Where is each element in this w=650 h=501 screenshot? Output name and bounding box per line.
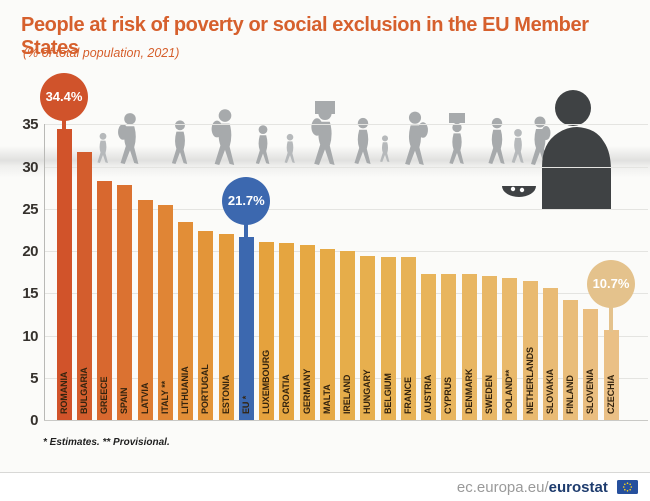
bar-austria xyxy=(421,273,437,420)
bar-label-ireland: IRELAND xyxy=(342,374,353,414)
bar-croatia xyxy=(279,243,295,420)
callout-stem-eu xyxy=(244,222,249,239)
bowl-icon xyxy=(502,186,536,197)
bar-slovakia xyxy=(542,288,558,420)
bar-label-spain: SPAIN xyxy=(119,387,130,414)
callout-value-czechia: 10.7% xyxy=(587,259,635,308)
bar-portugal xyxy=(198,230,214,420)
bar-label-sweden: SWEDEN xyxy=(484,375,494,414)
bar-estonia xyxy=(218,234,234,420)
bar-label-belgium: BELGIUM xyxy=(382,373,393,414)
bar-label-finland: FINLAND xyxy=(565,375,575,414)
page-title: People at risk of poverty or social excl… xyxy=(21,14,589,59)
gridline-0 xyxy=(44,420,648,421)
bar-denmark xyxy=(461,273,477,420)
y-axis-tick-5: 5 xyxy=(30,369,38,387)
bar-spain xyxy=(117,185,133,420)
bar-label-france: FRANCE xyxy=(402,377,413,414)
y-axis-tick-10: 10 xyxy=(22,327,38,345)
bar-label-bulgaria: BULGARIA xyxy=(78,367,89,414)
bar-poland xyxy=(502,278,518,420)
bar-belgium xyxy=(380,256,396,420)
eu-flag-icon xyxy=(617,480,638,494)
bar-label-romania: ROMANIA xyxy=(58,371,69,414)
footer-url: ec.europa.eu/eurostat xyxy=(457,479,638,496)
footer-url-prefix: ec.europa.eu/ xyxy=(456,479,549,496)
bar-label-poland: POLAND** xyxy=(504,369,515,414)
bar-label-slovenia: SLOVENIA xyxy=(585,368,596,414)
footer-url-brand: eurostat xyxy=(548,479,608,496)
bar-label-netherlands: NETHERLANDS xyxy=(524,347,535,414)
y-axis-tick-15: 15 xyxy=(22,285,38,303)
bar-label-italy: ITALY ** xyxy=(159,380,170,414)
gridline-25 xyxy=(44,208,648,210)
bar-malta xyxy=(319,248,335,420)
y-axis-tick-30: 30 xyxy=(22,158,38,176)
poverty-person-icon xyxy=(502,90,611,210)
bar-lithuania xyxy=(178,222,194,420)
callout-value-romania: 34.4% xyxy=(40,73,88,122)
bar-label-czechia: CZECHIA xyxy=(605,374,616,414)
y-axis-tick-0: 0 xyxy=(30,412,38,429)
bar-czechia xyxy=(603,329,619,420)
footnote: * Estimates. ** Provisional. xyxy=(43,437,170,448)
y-axis-line xyxy=(44,124,45,420)
bar-netherlands xyxy=(522,281,538,420)
bar-label-luxembourg: LUXEMBOURG xyxy=(261,350,272,414)
bar-greece xyxy=(97,180,112,420)
bar-label-greece: GREECE xyxy=(99,376,109,414)
migrants-silhouette-illustration xyxy=(97,101,551,165)
bar-slovenia xyxy=(583,308,599,420)
bar-label-croatia: CROATIA xyxy=(281,374,292,414)
bar-label-slovakia: SLOVAKIA xyxy=(544,368,555,414)
bar-ireland xyxy=(340,251,356,420)
bar-label-lithuania: LITHUANIA xyxy=(180,366,191,414)
gridline-30 xyxy=(44,166,648,168)
bar-label-eu: EU * xyxy=(240,395,251,414)
callout-stem-romania xyxy=(62,119,66,132)
bar-label-cyprus: CYPRUS xyxy=(443,377,454,414)
bar-label-hungary: HUNGARY xyxy=(362,369,373,414)
bar-latvia xyxy=(137,199,153,420)
y-axis-tick-20: 20 xyxy=(22,243,38,260)
gridline-35 xyxy=(44,124,648,126)
bar-luxembourg xyxy=(259,241,275,420)
bar-sweden xyxy=(482,275,497,420)
bar-label-latvia: LATVIA xyxy=(139,382,150,414)
bar-label-estonia: ESTONIA xyxy=(220,374,231,414)
bar-eu xyxy=(238,236,254,420)
y-axis-tick-35: 35 xyxy=(22,116,38,134)
bar-france xyxy=(400,256,416,420)
bar-italy xyxy=(157,205,173,420)
callout-value-eu: 21.7% xyxy=(222,176,271,225)
bar-label-malta: MALTA xyxy=(321,384,332,414)
bar-romania xyxy=(56,129,72,420)
bar-label-portugal: PORTUGAL xyxy=(200,364,211,414)
callout-stem-czechia xyxy=(609,305,613,332)
page-subtitle: (% of total population, 2021) xyxy=(23,46,180,60)
bar-finland xyxy=(563,300,578,420)
bar-bulgaria xyxy=(76,152,92,420)
bar-hungary xyxy=(360,256,376,420)
y-axis-tick-25: 25 xyxy=(22,200,38,218)
footer: ec.europa.eu/eurostat xyxy=(0,472,650,501)
bar-germany xyxy=(299,245,315,420)
bar-cyprus xyxy=(441,273,457,420)
bar-label-denmark: DENMARK xyxy=(463,368,474,414)
bar-label-germany: GERMANY xyxy=(301,368,312,414)
bar-label-austria: AUSTRIA xyxy=(423,374,434,414)
